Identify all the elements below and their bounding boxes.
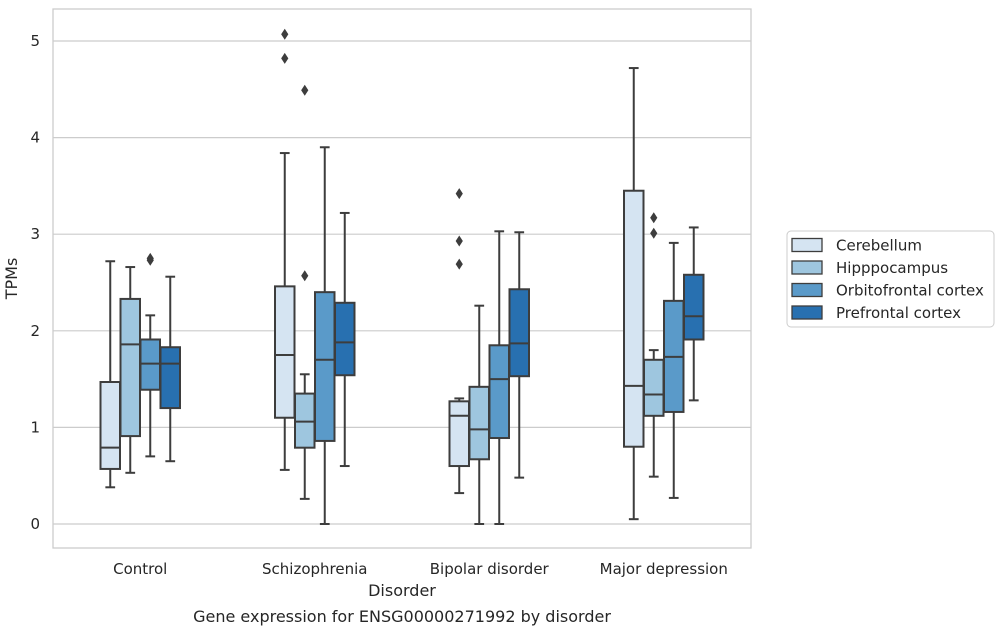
- box-bipolar-disorder: [448, 188, 470, 495]
- box-bipolar-disorder: [508, 231, 530, 479]
- box-iqr: [334, 301, 356, 377]
- box-iqr: [314, 291, 336, 442]
- y-tick-label: 3: [30, 225, 40, 243]
- legend-label: Prefrontal cortex: [836, 304, 961, 322]
- legend-swatch: [791, 305, 823, 320]
- series-orbitofrontal-cortex: [139, 146, 685, 525]
- box-schizophrenia: [274, 28, 296, 471]
- outlier-point: [301, 84, 309, 96]
- box-control: [159, 275, 181, 463]
- box-control: [99, 260, 121, 489]
- box-major-depression: [623, 67, 645, 521]
- box-bipolar-disorder: [488, 230, 510, 525]
- x-tick-label: Major depression: [600, 560, 728, 578]
- box-major-depression: [643, 212, 665, 478]
- box-schizophrenia: [314, 146, 336, 525]
- outlier-point: [650, 227, 658, 239]
- box-iqr: [274, 285, 296, 419]
- x-tick-label: Schizophrenia: [262, 560, 367, 578]
- box-iqr: [159, 346, 181, 410]
- legend: Cerebellum Hipppocampus Orbitofrontal cort…: [786, 230, 995, 328]
- legend-label: Cerebellum: [836, 237, 922, 255]
- legend-swatch: [791, 237, 823, 253]
- chart-caption: Gene expression for ENSG00000271992 by d…: [193, 607, 611, 626]
- box-major-depression: [683, 226, 705, 402]
- legend-label: Hipppocampus: [836, 259, 948, 277]
- box-iqr: [643, 358, 665, 417]
- series-prefrontal-cortex: [159, 211, 705, 479]
- outlier-point: [146, 252, 154, 264]
- x-tick-labels: Control Schizophrenia Bipolar disorder Majo…: [113, 560, 728, 578]
- box-iqr: [119, 297, 141, 438]
- box-iqr: [488, 344, 510, 440]
- outlier-point: [301, 270, 309, 282]
- box-iqr: [508, 288, 530, 378]
- outlier-point: [455, 235, 463, 247]
- y-tick-label: 4: [30, 129, 40, 147]
- y-tick-labels: 0 1 2 3 4 5: [30, 32, 40, 533]
- box-iqr: [623, 189, 645, 448]
- y-tick-label: 2: [30, 322, 40, 340]
- outlier-point: [650, 212, 658, 224]
- plot-frame: [52, 8, 752, 549]
- series-cerebellum: [99, 28, 645, 521]
- box-iqr: [468, 385, 490, 461]
- box-iqr: [448, 400, 470, 468]
- outlier-point: [455, 258, 463, 270]
- box-iqr: [683, 273, 705, 341]
- legend-box: [786, 230, 995, 328]
- box-iqr: [99, 380, 121, 470]
- legend-swatch: [791, 260, 823, 275]
- box-schizophrenia: [334, 211, 356, 468]
- y-tick-label: 0: [30, 515, 40, 533]
- x-tick-label: Control: [113, 560, 167, 578]
- box-series: [99, 28, 705, 525]
- box-major-depression: [663, 241, 685, 499]
- x-axis-label: Disorder: [368, 581, 436, 600]
- y-tick-label: 1: [30, 418, 40, 436]
- y-tick-label: 5: [30, 32, 40, 50]
- legend-label: Orbitofrontal cortex: [836, 282, 984, 300]
- legend-swatch: [791, 282, 823, 298]
- outlier-point: [281, 52, 289, 64]
- outlier-point: [455, 188, 463, 200]
- x-tick-label: Bipolar disorder: [430, 560, 550, 578]
- outlier-point: [281, 28, 289, 40]
- y-axis-label: TPMs: [2, 258, 21, 301]
